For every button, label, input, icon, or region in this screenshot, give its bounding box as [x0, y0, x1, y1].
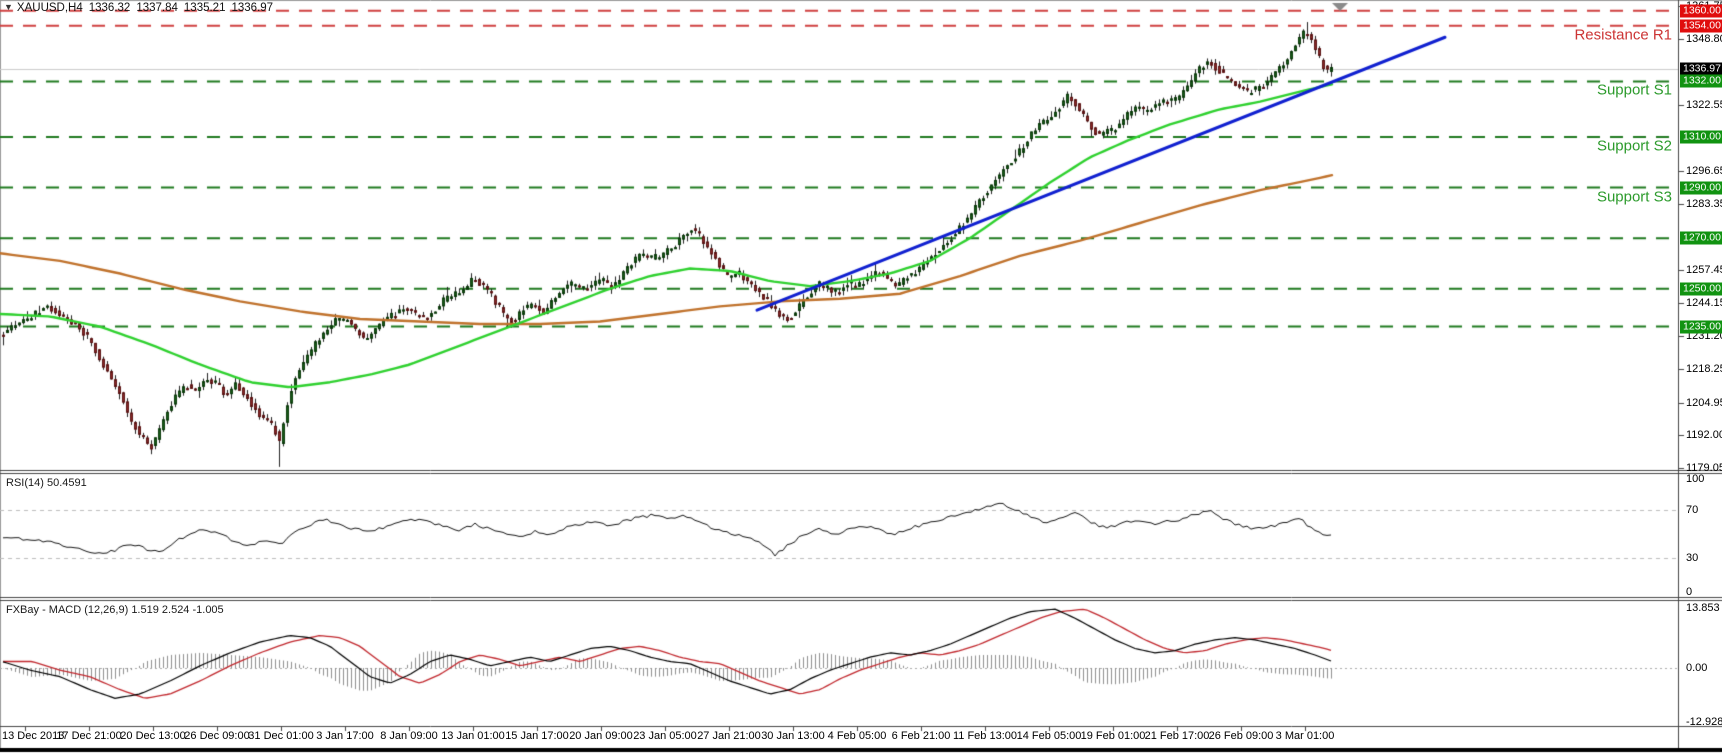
trading-chart-window: ▼ XAUUSD,H4 1336.32 1337.84 1335.21 1336.97 R… [0, 0, 1722, 754]
price-chart-canvas[interactable] [0, 0, 1722, 754]
